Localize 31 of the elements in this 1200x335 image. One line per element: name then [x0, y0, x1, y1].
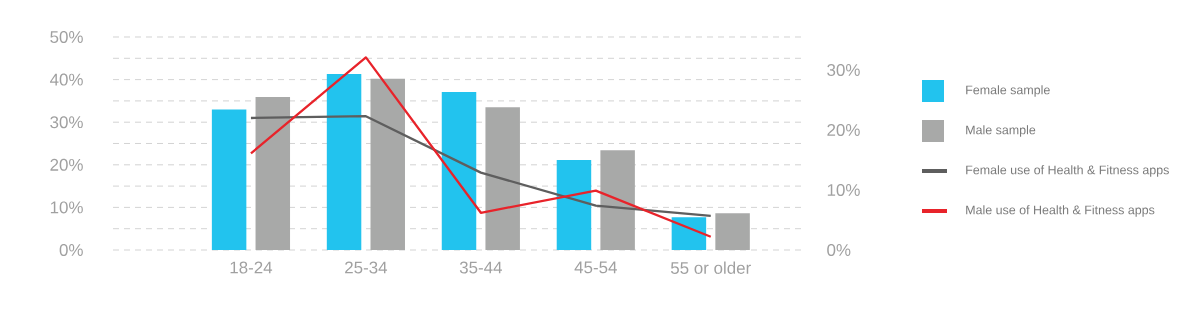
- line-series: [249, 115, 712, 217]
- bar: [600, 150, 635, 250]
- x-tick-label: 55 or older: [670, 261, 751, 274]
- line-series: [249, 56, 712, 238]
- bar: [370, 78, 405, 250]
- y2-tick-label: 30%: [827, 64, 860, 76]
- y2-tick-label: 20%: [827, 124, 860, 136]
- legend-label: Male use of Health & Fitness apps: [966, 205, 1155, 217]
- bar: [715, 213, 750, 250]
- y-tick-label: 30%: [50, 116, 83, 129]
- y-tick-label: 0%: [59, 244, 83, 256]
- y2-tick-label: 0%: [827, 244, 851, 256]
- bar: [671, 217, 707, 250]
- y2-tick-label: 10%: [827, 184, 860, 196]
- bar: [485, 107, 520, 250]
- x-tick-label: 18-24: [230, 261, 273, 274]
- legend-label: Female sample: [966, 85, 1050, 97]
- x-tick-label: 25-34: [345, 261, 388, 274]
- bar: [211, 109, 247, 250]
- legend-label: Male sample: [966, 125, 1036, 137]
- y-tick-label: 20%: [50, 158, 83, 171]
- y-tick-label: 10%: [50, 201, 83, 214]
- bar: [326, 74, 362, 250]
- bar: [441, 91, 477, 250]
- bar: [556, 160, 592, 250]
- y-tick-label: 40%: [49, 73, 83, 86]
- y-tick-label: 50%: [50, 31, 83, 43]
- x-tick-label: 45-54: [574, 261, 617, 274]
- legend-label: Female use of Health & Fitness apps: [966, 165, 1169, 177]
- x-tick-label: 35-44: [459, 261, 502, 274]
- bar: [255, 97, 291, 250]
